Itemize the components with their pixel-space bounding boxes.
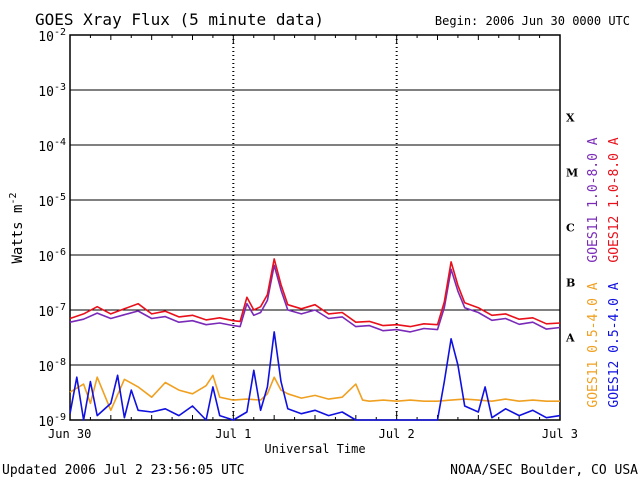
y-axis-title-exponent: -2 [8,192,19,204]
y-tick-base: 10 [38,30,54,45]
y-tick-label: 10-8 [38,357,66,375]
begin-label: Begin: 2006 Jun 30 0000 UTC [435,14,630,28]
y-tick-base: 10 [38,140,54,155]
legend-label-2: GOES11 0.5-4.0 A [586,282,601,407]
plot-frame [69,34,561,421]
y-tick-exponent: -8 [54,357,66,368]
y-tick-label: 10-3 [38,82,66,100]
series-line-1 [69,258,561,328]
y-tick-exponent: -2 [54,27,66,38]
flare-class-label: A [565,332,575,345]
x-tick-labels: Jun 30 Jul 1 Jul 2 Jul 3 [48,427,578,441]
x-tick-label: Jul 2 [379,427,415,441]
y-tick-base: 10 [38,415,54,430]
updated-timestamp: Updated 2006 Jul 2 23:56:05 UTC [2,463,245,478]
y-tick-exponent: -3 [54,82,66,93]
y-tick-exponent: -5 [54,192,66,203]
x-tick-label: Jun 30 [48,427,91,441]
credit-label: NOAA/SEC Boulder, CO USA [450,463,638,478]
legend: GOES11 1.0-8.0 A GOES12 1.0-8.0 A GOES11 0… [586,137,622,407]
y-tick-base: 10 [38,85,54,100]
x-tick-label: Jul 3 [542,427,578,441]
legend-label-0: GOES11 1.0-8.0 A [586,137,601,262]
y-tick-exponent: -4 [54,137,66,148]
y-tick-base: 10 [38,360,54,375]
flare-class-label: B [566,277,575,290]
y-tick-label: 10-9 [38,412,66,430]
y-tick-label: 10-4 [38,137,66,155]
y-axis-title-base: Watts m [10,205,26,264]
y-tick-base: 10 [38,195,54,210]
y-tick-base: 10 [38,250,54,265]
chart-title: GOES Xray Flux (5 minute data) [35,10,324,29]
y-tick-base: 10 [38,305,54,320]
flare-class-labels: X M C B A [565,112,578,345]
x-axis-title: Universal Time [264,442,365,456]
legend-label-1: GOES12 1.0-8.0 A [607,137,622,262]
legend-label-3: GOES12 0.5-4.0 A [607,282,622,407]
flare-class-label: M [566,167,578,180]
y-tick-exponent: -7 [54,302,66,313]
series-line-2 [69,374,560,412]
y-tick-exponent: -9 [54,412,66,423]
x-tick-label: Jul 1 [215,427,251,441]
y-tick-label: 10-6 [38,247,66,265]
series-line-0 [69,264,561,333]
series-layer [69,258,561,421]
y-tick-exponent: -6 [54,247,66,258]
y-tick-labels: 10-210-310-410-510-610-710-810-9 [38,27,66,430]
y-axis-title: Watts m-2 [8,192,26,263]
y-tick-label: 10-7 [38,302,66,320]
flare-class-label: C [566,222,575,235]
grid-layer [69,35,561,420]
flare-class-label: X [566,112,575,125]
y-tick-label: 10-2 [38,27,66,45]
series-line-3 [69,331,561,421]
y-tick-label: 10-5 [38,192,66,210]
